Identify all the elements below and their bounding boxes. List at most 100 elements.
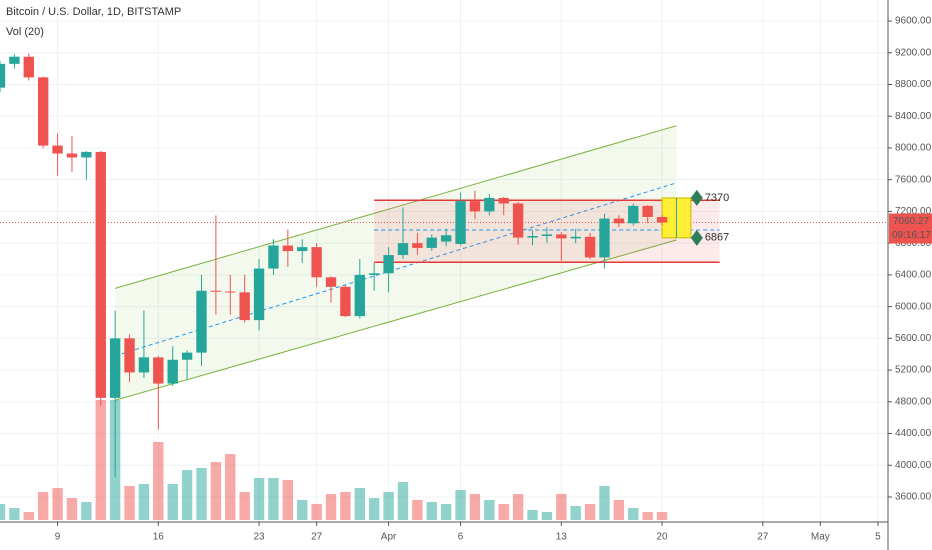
x-tick-label: 13 — [556, 532, 568, 543]
y-tick-label: 7200.00 — [895, 206, 932, 217]
volume-bar — [642, 512, 653, 520]
volume-bar — [527, 510, 538, 520]
volume-bar — [570, 506, 581, 520]
level-label: 6867 — [705, 232, 729, 244]
candle-body — [426, 237, 437, 248]
level-marker — [690, 229, 703, 246]
y-tick-label: 5600.00 — [895, 333, 932, 344]
candle-body — [181, 352, 193, 360]
candle-body — [498, 197, 509, 204]
candle-body — [225, 291, 236, 293]
volume-bar — [325, 494, 337, 520]
volume-bar — [397, 482, 409, 520]
y-tick-label: 9200.00 — [895, 47, 932, 58]
volume-bar — [9, 508, 20, 520]
volume-bar — [239, 492, 250, 520]
candle-body — [325, 277, 337, 287]
y-tick-label: 6000.00 — [895, 301, 932, 312]
candle-body — [311, 247, 322, 278]
y-tick-label: 4000.00 — [895, 460, 932, 471]
candle-body — [81, 151, 92, 158]
axes: 3600.00 4000.00 4400.00 4800.00 5200.00 5600.… — [55, 16, 932, 543]
candle-body — [570, 236, 581, 239]
volume-bar — [124, 486, 135, 520]
candle-body — [599, 218, 610, 258]
candle-body — [584, 236, 596, 258]
volume-bar — [440, 504, 452, 520]
volume-bar — [253, 478, 265, 520]
volume-bar — [95, 400, 106, 520]
volume-bar — [225, 454, 236, 520]
channel-fill — [115, 125, 677, 401]
volume-bar — [297, 500, 308, 520]
volume-bar — [52, 488, 63, 520]
x-tick-label: 20 — [656, 532, 668, 543]
candle-body — [9, 56, 20, 64]
volume-bar — [210, 462, 222, 520]
volume-bar — [282, 480, 294, 520]
volume-bar — [196, 468, 207, 520]
candle-body — [613, 218, 625, 224]
volume-label: Vol (20) — [6, 26, 44, 38]
volume-bar — [153, 442, 164, 520]
candle-body — [153, 357, 164, 384]
x-tick-label: 5 — [875, 532, 881, 543]
volume-bar — [66, 498, 78, 520]
volume-bar — [656, 512, 668, 520]
candle-body — [297, 247, 308, 252]
candle-body — [52, 145, 63, 154]
candle-body — [469, 201, 481, 212]
volume-bar — [613, 500, 625, 520]
volume-bar — [455, 490, 466, 520]
candle-body — [512, 203, 524, 238]
y-tick-label: 4400.00 — [895, 428, 932, 439]
level-label: 7370 — [705, 192, 729, 204]
chart-title: Bitcoin / U.S. Dollar, 1D, BITSTAMP — [6, 6, 181, 18]
volume-bar — [167, 484, 178, 520]
volume-bar — [426, 502, 437, 520]
candle-body — [412, 243, 423, 248]
candle-body — [268, 245, 279, 269]
candle-body — [354, 274, 365, 317]
volume-bar — [412, 500, 423, 520]
candle-body — [628, 205, 639, 224]
volume-bar — [469, 494, 481, 520]
volume-bar — [311, 504, 322, 520]
candle-body — [0, 63, 6, 88]
y-tick-label: 8000.00 — [895, 143, 932, 154]
y-tick-label: 8400.00 — [895, 111, 932, 122]
candle-body — [440, 235, 452, 242]
candle-body — [642, 205, 653, 217]
grid — [0, 0, 888, 522]
countdown-label: 09:16:17 — [892, 230, 931, 241]
level-marker — [690, 189, 703, 206]
candle-body — [556, 234, 567, 239]
candle-body — [527, 236, 538, 238]
volume-bar — [138, 484, 150, 520]
x-tick-label: 16 — [153, 532, 165, 543]
volume-bar — [81, 502, 92, 520]
y-tick-label: 4800.00 — [895, 396, 932, 407]
candle-body — [210, 290, 222, 292]
channel-lower — [115, 239, 677, 401]
candle-body — [253, 268, 265, 321]
y-tick-label: 3600.00 — [895, 492, 932, 503]
candle-body — [167, 359, 178, 384]
candle-body — [656, 216, 668, 223]
volume-bar — [541, 512, 553, 520]
candle-body — [397, 243, 409, 256]
volume-bar — [383, 492, 394, 520]
price-tag — [889, 213, 932, 244]
candle-body — [282, 245, 294, 252]
candle-body — [196, 290, 207, 353]
volume-bar — [484, 500, 495, 520]
volume-bar — [268, 478, 279, 520]
x-tick-label: Apr — [381, 532, 397, 543]
volume-bar — [181, 470, 193, 520]
candle-body — [369, 273, 380, 275]
x-tick-label: 9 — [55, 532, 61, 543]
volume-bar — [369, 498, 380, 520]
volume-bar — [37, 492, 49, 520]
y-tick-label: 5200.00 — [895, 365, 932, 376]
